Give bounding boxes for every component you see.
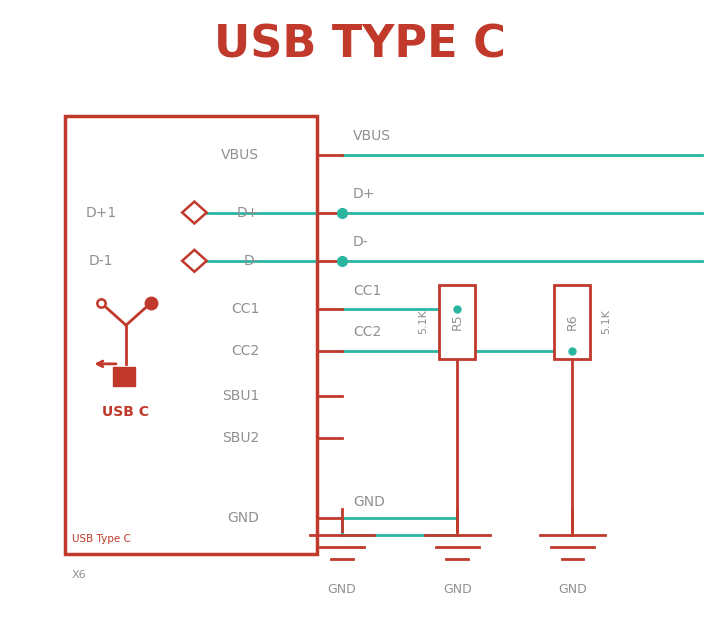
Text: R6: R6 (566, 314, 579, 330)
Text: GND: GND (558, 583, 587, 596)
Text: VBUS: VBUS (221, 147, 259, 162)
Text: USB C: USB C (102, 405, 150, 419)
Text: CC2: CC2 (353, 325, 381, 339)
Text: D+: D+ (237, 205, 259, 220)
Text: USB TYPE C: USB TYPE C (214, 24, 506, 66)
Text: X6: X6 (72, 569, 86, 580)
Text: VBUS: VBUS (353, 129, 391, 143)
Text: R5: R5 (451, 314, 464, 330)
Text: D-: D- (243, 254, 259, 268)
Text: 5.1K: 5.1K (601, 310, 611, 334)
Text: CC2: CC2 (231, 344, 259, 358)
Text: CC1: CC1 (231, 302, 259, 316)
Text: SBU2: SBU2 (222, 431, 259, 445)
Text: SBU1: SBU1 (222, 389, 259, 403)
Bar (554, 285, 590, 359)
Text: D-1: D-1 (89, 254, 113, 268)
Text: CC1: CC1 (353, 283, 381, 298)
Bar (65, 116, 317, 554)
Text: 5.1K: 5.1K (418, 310, 428, 334)
Text: GND: GND (328, 583, 356, 596)
Text: D+1: D+1 (85, 205, 117, 220)
Bar (113, 367, 135, 386)
Text: D+: D+ (353, 187, 375, 201)
Text: USB Type C: USB Type C (72, 534, 131, 544)
Text: GND: GND (353, 495, 384, 509)
Bar (439, 285, 475, 359)
Text: GND: GND (228, 511, 259, 526)
Text: D-: D- (353, 235, 369, 249)
Text: GND: GND (443, 583, 472, 596)
